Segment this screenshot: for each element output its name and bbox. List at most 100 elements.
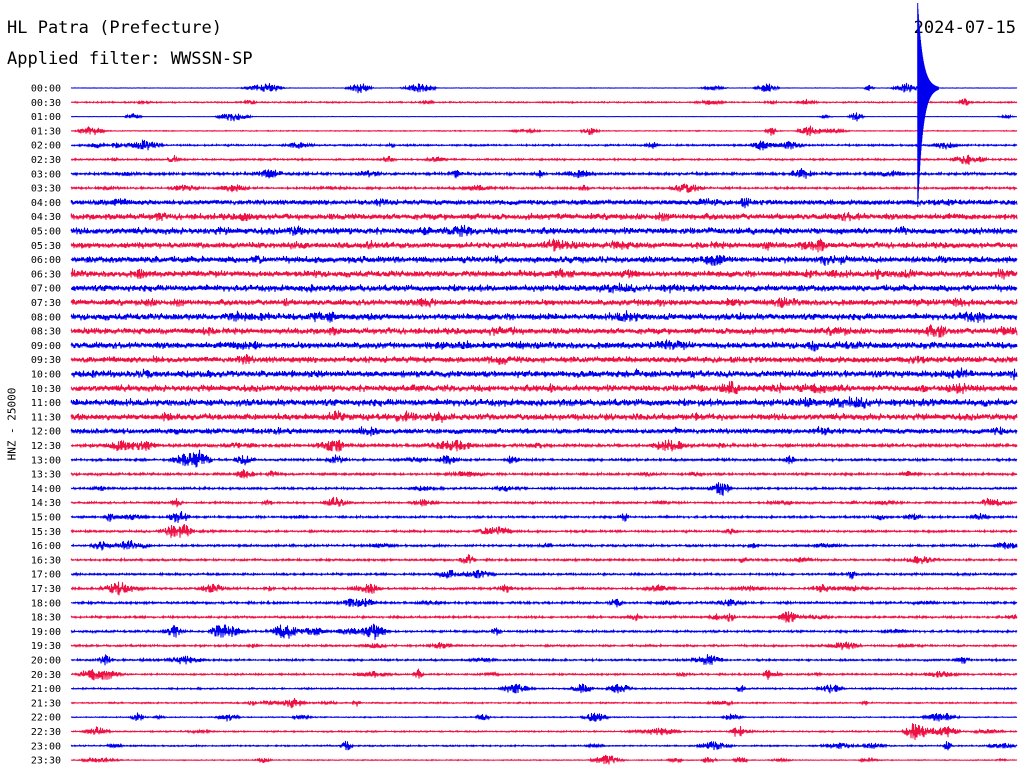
trace-line (70, 82, 1018, 94)
time-tick-label: 17:00 (31, 570, 61, 581)
trace-line (70, 698, 1018, 709)
time-tick-label: 13:00 (31, 455, 61, 466)
time-tick-label: 19:00 (31, 627, 61, 638)
trace-line (70, 712, 1018, 722)
time-tick-label: 00:00 (31, 84, 61, 95)
trace-line (70, 623, 1018, 640)
time-tick-label: 02:30 (31, 155, 61, 166)
trace-line (70, 410, 1018, 423)
time-tick-label: 16:30 (31, 555, 61, 566)
time-tick-label: 05:30 (31, 241, 61, 252)
time-tick-label: 18:30 (31, 613, 61, 624)
trace-line (70, 581, 1018, 596)
time-tick-label: 14:00 (31, 484, 61, 495)
trace-line (70, 482, 1018, 496)
trace-line (70, 238, 1018, 253)
trace-line (71, 112, 1018, 122)
trace-line (70, 396, 1018, 409)
trace-line (70, 197, 1018, 209)
time-tick-label: 03:00 (31, 169, 61, 180)
date-label: 2024-07-15 (913, 18, 1016, 38)
time-tick-label: 20:00 (31, 656, 61, 667)
time-tick-label: 19:30 (31, 641, 61, 652)
time-tick-label: 11:00 (31, 398, 61, 409)
trace-line (70, 740, 1018, 751)
time-tick-label: 14:30 (31, 498, 61, 509)
time-tick-label: 04:00 (31, 198, 61, 209)
time-tick-label: 07:30 (31, 298, 61, 309)
filter-label: Applied filter: WWSSN-SP (7, 49, 253, 69)
trace-line (70, 598, 1018, 608)
time-tick-label: 15:00 (31, 513, 61, 524)
time-tick-label: 16:00 (31, 541, 61, 552)
trace-line (70, 183, 1018, 193)
trace-line (70, 154, 1018, 165)
trace-line (70, 224, 1018, 237)
time-tick-label: 09:00 (31, 341, 61, 352)
trace-line (70, 211, 1018, 222)
trace-line (70, 367, 1018, 381)
trace-line (70, 267, 1018, 280)
time-tick-label: 06:00 (31, 255, 61, 266)
trace-line (71, 540, 1018, 551)
time-tick-label: 01:00 (31, 112, 61, 123)
trace-line (70, 569, 1018, 580)
time-tick-label: 11:30 (31, 412, 61, 423)
time-tick-label: 17:30 (31, 584, 61, 595)
time-tick-label: 15:30 (31, 527, 61, 538)
trace-line (70, 125, 1018, 137)
trace-line (70, 654, 1018, 666)
trace-line (70, 449, 1018, 468)
time-tick-label: 09:30 (31, 355, 61, 366)
trace-line (70, 754, 1018, 765)
time-tick-label: 06:30 (31, 269, 61, 280)
trace-line (70, 167, 1018, 179)
time-tick-label: 12:00 (31, 427, 61, 438)
trace-line (70, 324, 1018, 338)
trace-line (70, 554, 1018, 565)
trace-line (70, 380, 1018, 395)
trace-line (71, 139, 1018, 151)
time-tick-label: 23:30 (31, 756, 61, 767)
trace-line (71, 668, 1018, 681)
station-title: HL Patra (Prefecture) (7, 18, 222, 38)
time-tick-label: 21:00 (31, 684, 61, 695)
time-tick-label: 10:30 (31, 384, 61, 395)
time-tick-label: 05:00 (31, 227, 61, 238)
trace-line (70, 641, 1018, 651)
trace-line (70, 723, 1018, 741)
time-tick-label: 08:00 (31, 312, 61, 323)
trace-line (70, 296, 1018, 309)
time-tick-label: 23:00 (31, 741, 61, 752)
time-tick-label: 12:30 (31, 441, 61, 452)
time-tick-label: 18:00 (31, 598, 61, 609)
time-tick-label: 22:30 (31, 727, 61, 738)
trace-line (70, 611, 1018, 623)
time-tick-label: 03:30 (31, 184, 61, 195)
trace-line (70, 469, 1018, 479)
time-tick-label: 00:30 (31, 98, 61, 109)
time-tick-label: 20:30 (31, 670, 61, 681)
trace-line (70, 255, 1018, 267)
trace-line (70, 310, 1018, 323)
time-tick-label: 10:00 (31, 370, 61, 381)
time-tick-label: 13:30 (31, 470, 61, 481)
trace-line (70, 496, 1018, 508)
trace-line (70, 98, 1018, 106)
time-tick-label: 21:30 (31, 698, 61, 709)
event-spike (917, 2, 939, 208)
trace-line (70, 439, 1018, 452)
trace-line (71, 282, 1018, 294)
trace-line (70, 510, 1018, 523)
time-tick-label: 02:00 (31, 141, 61, 152)
time-tick-label: 08:30 (31, 327, 61, 338)
trace-line (70, 339, 1018, 352)
trace-line (71, 683, 1018, 694)
trace-line (70, 426, 1018, 437)
time-tick-label: 01:30 (31, 126, 61, 137)
time-tick-label: 22:00 (31, 713, 61, 724)
time-tick-label: 04:30 (31, 212, 61, 223)
time-tick-label: 07:00 (31, 284, 61, 295)
trace-line (70, 353, 1018, 365)
